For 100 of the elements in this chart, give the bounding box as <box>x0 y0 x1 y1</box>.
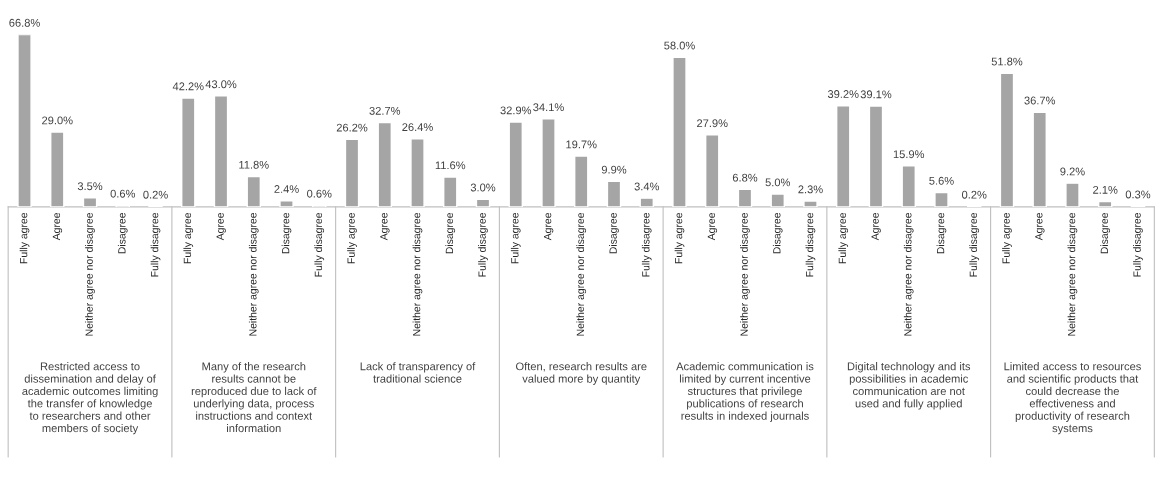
text: Often, research results are valued more by quantity <box>516 362 647 385</box>
x-tick-label: Agree <box>52 212 63 241</box>
bar <box>246 175 262 207</box>
x-tick-label: Agree <box>216 212 226 241</box>
bar <box>50 131 65 207</box>
bar <box>443 176 458 207</box>
x-tick-label: Fully agree <box>183 212 194 264</box>
data-label: 2.1% <box>1093 185 1118 194</box>
bar <box>181 97 196 207</box>
data-label: 19.7% <box>566 140 597 149</box>
bar <box>901 165 916 207</box>
bar <box>279 200 294 207</box>
data-label: 43.0% <box>205 80 237 89</box>
x-tick-label: Fully agree <box>674 212 685 264</box>
x-tick-label: Fully agree <box>19 212 30 264</box>
data-label: 34.1% <box>533 103 564 112</box>
data-label: 9.9% <box>601 165 627 174</box>
x-tick-label: Disagree <box>936 212 947 254</box>
data-label: 0.2% <box>962 190 987 199</box>
bar <box>1032 111 1047 207</box>
x-tick-label: Neither agree nor disagree <box>85 212 95 336</box>
data-label: 11.6% <box>435 161 466 170</box>
bar <box>82 197 98 207</box>
data-label: 0.3% <box>1125 190 1151 199</box>
bar <box>868 105 884 207</box>
data-label: 0.6% <box>110 189 136 198</box>
text: Digital technology and its possibilities in academic communication are not used and fully applied <box>847 362 971 410</box>
data-label: 3.0% <box>470 183 496 192</box>
x-tick-label: Fully agree <box>347 212 357 264</box>
data-label: 5.0% <box>765 178 791 187</box>
bar <box>1065 182 1080 207</box>
data-label: 51.8% <box>991 57 1023 66</box>
data-label: 26.2% <box>336 123 368 132</box>
bar <box>606 180 622 207</box>
x-tick-label: Agree <box>707 212 718 241</box>
x-tick-label: Agree <box>1035 212 1045 241</box>
bar <box>17 34 32 207</box>
x-tick-label: Neither agree nor disagree <box>248 212 259 336</box>
data-label: 66.8% <box>9 18 40 27</box>
x-tick-label: Fully disagree <box>314 212 325 277</box>
data-label: 0.6% <box>307 189 332 198</box>
x-tick-label: Disagree <box>445 212 456 254</box>
x-tick-label: Neither agree nor disagree <box>740 212 750 336</box>
bar <box>704 134 720 207</box>
bar <box>541 118 556 207</box>
text: Limited access to resources and scientific products that could decrease the effectiveness and productivity of research systems <box>1004 362 1141 435</box>
x-tick-label: Disagree <box>1100 212 1111 254</box>
bar <box>672 56 687 207</box>
x-tick-label: Disagree <box>772 212 783 254</box>
x-tick-label: Neither agree nor disagree <box>576 212 587 336</box>
data-label: 42.2% <box>172 82 204 91</box>
bar <box>999 72 1015 207</box>
x-tick-label: Agree <box>871 212 881 241</box>
bar <box>770 193 785 207</box>
data-label: 27.9% <box>697 119 728 128</box>
x-tick-label: Fully disagree <box>150 212 161 277</box>
data-label: 26.4% <box>402 123 433 132</box>
data-label: 0.2% <box>143 190 168 199</box>
data-label: 32.9% <box>500 106 532 115</box>
x-tick-label: Fully disagree <box>1133 212 1143 277</box>
x-tick-label: Fully agree <box>838 212 849 264</box>
data-label: 39.2% <box>827 90 859 98</box>
data-label: 15.9% <box>893 150 925 159</box>
bar <box>475 198 491 207</box>
data-label: 58.0% <box>664 41 695 50</box>
x-tick-label: Fully agree <box>1002 212 1012 264</box>
x-tick-label: Fully disagree <box>969 212 980 277</box>
x-tick-label: Agree <box>544 212 554 241</box>
x-tick-label: Neither agree nor disagree <box>1067 212 1078 336</box>
bar <box>508 121 523 207</box>
bar <box>835 105 851 207</box>
bar <box>1097 200 1113 207</box>
data-label: 11.8% <box>239 160 269 169</box>
x-tick-label: Neither agree nor disagree <box>903 212 914 336</box>
bar <box>344 138 360 207</box>
data-label: 2.3% <box>798 185 823 194</box>
bar <box>803 200 818 207</box>
text: Academic communication is limited by current incentive structures that privilege publications of research results in indexed journals <box>676 362 814 422</box>
data-label: 6.8% <box>732 173 758 182</box>
x-tick-label: Neither agree nor disagree <box>412 212 423 336</box>
x-tick-label: Disagree <box>117 212 128 254</box>
data-label: 9.2% <box>1060 167 1085 176</box>
x-tick-label: Agree <box>380 212 390 241</box>
text: Restricted access to dissemination and delay of academic outcomes limiting the transfer of knowledge to researchers and other members of society <box>22 362 158 435</box>
data-label: 29.0% <box>42 116 73 125</box>
x-tick-label: Fully disagree <box>805 212 816 277</box>
x-tick-label: Fully agree <box>510 212 521 264</box>
bar <box>934 191 949 207</box>
bar <box>377 121 393 207</box>
data-label: 32.7% <box>369 106 401 115</box>
bar <box>213 95 229 207</box>
bar <box>737 188 753 207</box>
data-label: 2.4% <box>274 185 299 193</box>
x-tick-label: Fully disagree <box>641 212 652 277</box>
data-label: 36.7% <box>1024 96 1056 105</box>
bar <box>574 155 589 207</box>
x-tick-label: Disagree <box>281 212 292 254</box>
bar <box>410 138 425 207</box>
data-label: 5.6% <box>929 176 954 185</box>
data-label: 39.1% <box>860 90 892 99</box>
